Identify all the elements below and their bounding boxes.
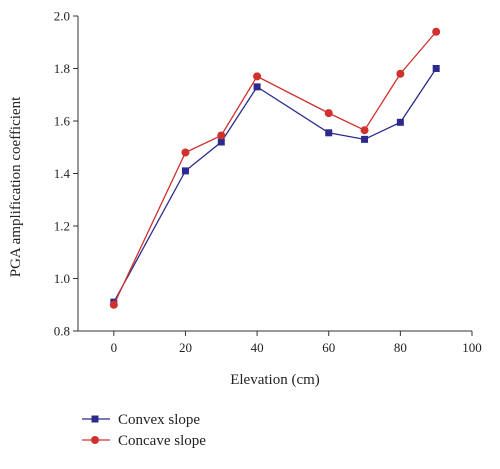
x-tick-label: 0 — [111, 340, 118, 355]
data-point-circle — [324, 109, 333, 118]
legend-item-convex: Convex slope — [82, 412, 200, 428]
data-point-circle — [253, 72, 262, 81]
y-ticks: 0.8 1.0 1.2 1.4 1.6 1.8 2.0 — [54, 9, 78, 339]
data-point-circle — [432, 27, 441, 36]
data-point-square — [253, 83, 261, 91]
series-convex — [110, 65, 440, 306]
legend-item-concave: Concave slope — [82, 433, 206, 449]
legend-marker-concave — [91, 436, 99, 444]
series-concave — [109, 27, 441, 309]
y-tick-label: 0.8 — [54, 324, 70, 339]
x-axis-title: Elevation (cm) — [230, 372, 320, 388]
data-point-square — [181, 167, 189, 175]
legend-label-concave: Concave slope — [118, 433, 206, 449]
data-point-square — [432, 65, 440, 72]
series-line — [113, 31, 437, 306]
legend-label-convex: Convex slope — [118, 412, 200, 428]
legend: Convex slope Concave slope — [82, 412, 206, 449]
y-tick-label: 2.0 — [54, 9, 70, 24]
data-point-circle — [217, 131, 226, 140]
data-point-square — [217, 138, 225, 146]
data-point-square — [325, 129, 333, 137]
legend-marker-convex — [91, 415, 99, 423]
y-tick-label: 1.6 — [54, 114, 71, 129]
data-point-circle — [396, 69, 405, 78]
x-ticks: 0 20 40 60 80 100 — [111, 331, 482, 355]
x-tick-label: 40 — [251, 340, 264, 355]
x-tick-label: 60 — [322, 340, 335, 355]
data-point-square — [396, 118, 404, 126]
x-tick-label: 20 — [179, 340, 192, 355]
y-axis-title: PGA amplification coefficient — [8, 96, 24, 277]
axes — [77, 16, 472, 332]
y-tick-label: 1.0 — [54, 271, 70, 286]
series-layer — [109, 27, 441, 309]
series-line — [113, 68, 437, 303]
y-tick-label: 1.2 — [54, 219, 70, 234]
data-point-circle — [109, 300, 118, 309]
x-tick-label: 100 — [462, 340, 482, 355]
data-point-circle — [181, 148, 190, 157]
y-tick-label: 1.8 — [54, 61, 70, 76]
y-tick-label: 1.4 — [54, 166, 71, 181]
data-point-square — [361, 135, 369, 143]
x-tick-label: 80 — [394, 340, 407, 355]
data-point-circle — [360, 126, 369, 135]
